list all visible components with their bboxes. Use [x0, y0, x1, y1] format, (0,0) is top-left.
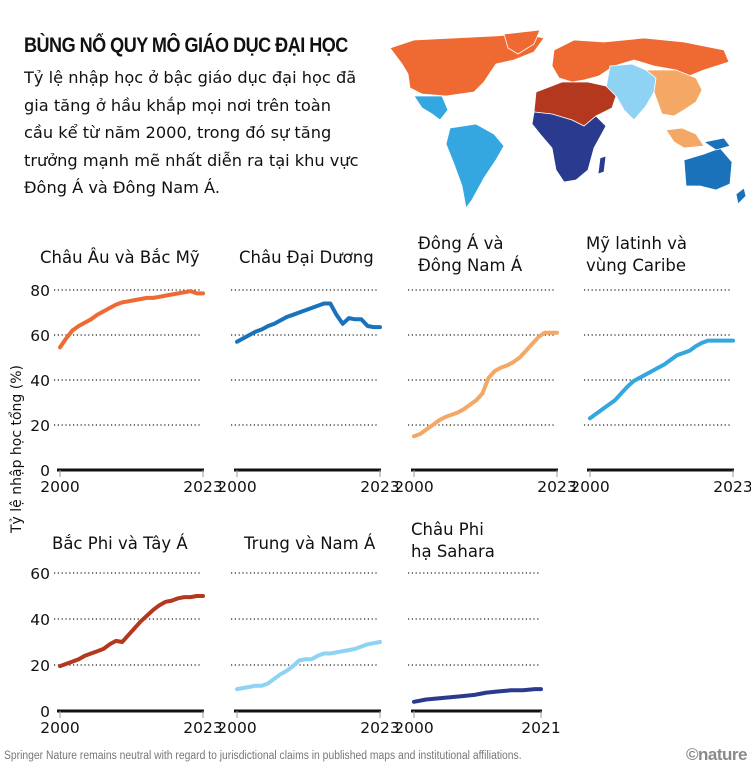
x-tick-label: 2000: [40, 478, 79, 496]
map-region-europe-north-america-gl: [503, 30, 541, 55]
chart-title: hạ Sahara: [411, 542, 495, 561]
y-tick-label: 20: [30, 657, 50, 675]
x-tick-label: 2000: [217, 719, 256, 737]
chart-title: Bắc Phi và Tây Á: [52, 534, 188, 553]
chart-title: vùng Caribe: [586, 256, 686, 275]
series-line: [588, 338, 735, 421]
x-tick-label: 2000: [394, 478, 433, 496]
map-region-oceania: [683, 147, 733, 191]
map-region-latin-america-sa: [445, 123, 505, 209]
chart-title: Đông Á và: [418, 234, 503, 253]
charts-area: Châu Âu và Bắc Mỹ 20 40 60 80 0 2000 2023 Châu Đ…: [0, 225, 751, 745]
map-region-sub-saharan-africa: [531, 111, 607, 183]
x-tick-label: 2023: [360, 719, 399, 737]
footer-disclaimer: Springer Nature remains neutral with reg…: [4, 750, 522, 762]
series-line: [58, 289, 205, 350]
map-region-east-southeast-asia-islands: [665, 127, 705, 149]
x-tick-label: 2000: [40, 719, 79, 737]
chart-title: Mỹ latinh và: [586, 234, 687, 253]
map-region-oceania-png: [702, 137, 731, 151]
x-tick-label: 2023: [183, 478, 222, 496]
series-line: [235, 301, 382, 344]
y-tick-label: 80: [30, 282, 50, 300]
series-line: [235, 640, 382, 692]
x-tick-label: 2023: [360, 478, 399, 496]
y-tick-label: 40: [30, 372, 50, 390]
chart-title: Đông Nam Á: [418, 256, 523, 275]
x-tick-label: 2000: [217, 478, 256, 496]
y-tick-label: 60: [30, 327, 50, 345]
x-tick-label: 2023: [183, 719, 222, 737]
nature-logo: ©nature: [686, 745, 747, 764]
series-line: [412, 687, 543, 704]
world-map: [389, 30, 747, 209]
x-tick-label: 2023: [713, 478, 751, 496]
map-region-east-southeast-asia: [644, 69, 703, 117]
chart-title: Châu Đại Dương: [239, 248, 374, 267]
chart-title: Châu Phi: [411, 520, 484, 539]
x-tick-label: 2000: [570, 478, 609, 496]
x-tick-label: 2023: [537, 478, 576, 496]
map-region-europe-north-america-na: [389, 33, 545, 97]
series-line: [58, 594, 205, 669]
x-tick-label: 2000: [394, 719, 433, 737]
page-title: BÙNG NỔ QUY MÔ GIÁO DỤC ĐẠI HỌC: [24, 34, 348, 57]
x-tick-label: 2021: [521, 719, 560, 737]
series-line: [412, 330, 559, 439]
y-axis-label: Tỷ lệ nhập học tổng (%): [9, 365, 25, 533]
map-region-latin-america-mx: [413, 95, 449, 121]
y-tick-label: 40: [30, 611, 50, 629]
map-region-madagascar: [597, 155, 607, 175]
y-tick-label: 60: [30, 565, 50, 583]
y-tick-label: 0: [40, 462, 50, 480]
page-subtitle: Tỷ lệ nhập học ở bậc giáo dục đại học đã…: [24, 68, 359, 198]
y-tick-label: 20: [30, 417, 50, 435]
chart-title: Châu Âu và Bắc Mỹ: [40, 248, 200, 267]
y-tick-label: 0: [40, 703, 50, 721]
chart-title: Trung và Nam Á: [243, 534, 376, 553]
map-region-oceania-nz: [735, 187, 747, 205]
